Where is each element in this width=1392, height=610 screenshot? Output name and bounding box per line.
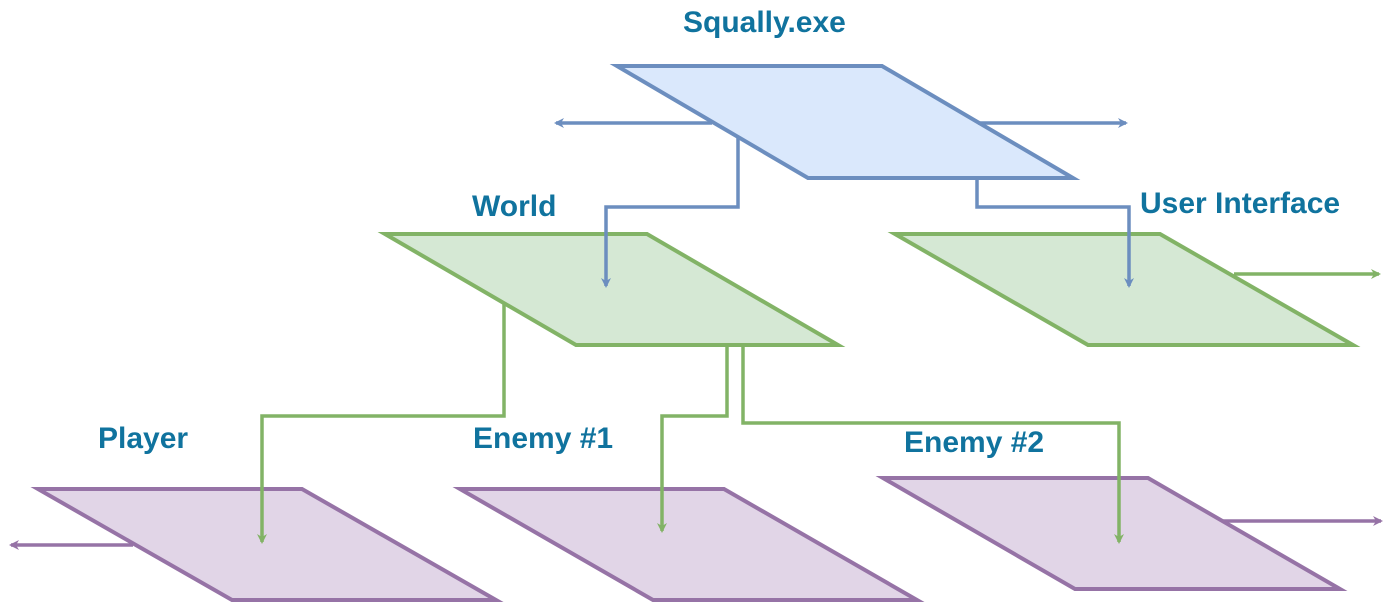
world-label: World	[472, 190, 556, 223]
enemy-1-label: Enemy #1	[473, 422, 613, 455]
root-node	[609, 64, 1081, 180]
player-label: Player	[98, 422, 188, 455]
world-to-player-connector	[257, 303, 506, 544]
enemy-2-label: Enemy #2	[904, 426, 1044, 459]
root-label: Squally.exe	[683, 6, 846, 39]
enemy-2-node	[875, 476, 1348, 591]
user-interface-label: User Interface	[1140, 187, 1340, 220]
user-interface-node	[887, 232, 1361, 347]
root-to-world-connector	[601, 136, 740, 288]
world-node	[377, 232, 846, 347]
player-node	[30, 487, 504, 602]
world-to-enemy-2-connector	[741, 345, 1124, 544]
root-to-user-interface-connector	[975, 178, 1134, 288]
world-to-enemy-1-connector	[657, 345, 729, 533]
enemy-1-node	[452, 487, 925, 602]
